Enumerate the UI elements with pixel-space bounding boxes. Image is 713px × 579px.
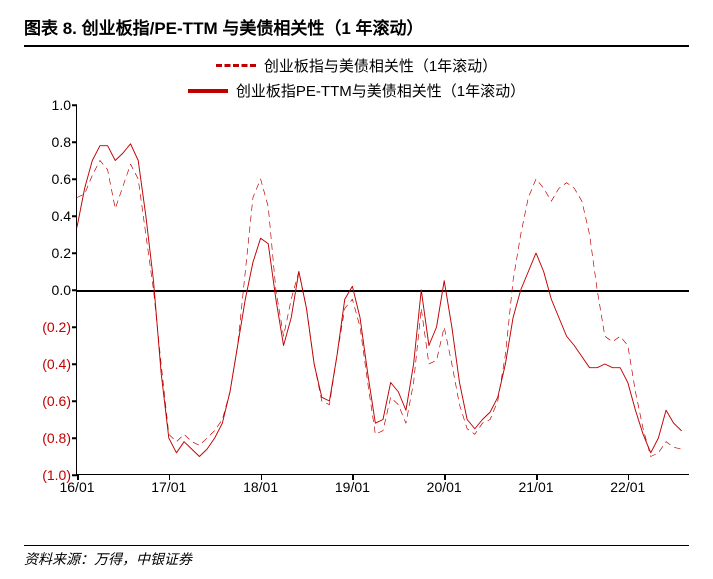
legend-label-solid: 创业板指PE-TTM与美债相关性（1年滚动）: [236, 80, 525, 101]
y-tick-mark: [72, 437, 77, 439]
y-tick-label: 0.0: [25, 282, 71, 298]
series-line-solid: [77, 144, 681, 457]
y-tick-label: 0.2: [25, 245, 71, 261]
x-tick-mark: [261, 475, 263, 480]
y-tick-label: (0.8): [25, 430, 71, 446]
line-series-svg: [77, 105, 689, 475]
y-tick-mark: [72, 252, 77, 254]
legend-item-solid: 创业板指PE-TTM与美债相关性（1年滚动）: [24, 80, 689, 101]
x-tick-mark: [77, 475, 79, 480]
y-tick-mark: [72, 400, 77, 402]
y-tick-label: (1.0): [25, 467, 71, 483]
legend: 创业板指与美债相关性（1年滚动） 创业板指PE-TTM与美债相关性（1年滚动）: [24, 55, 689, 101]
y-tick-mark: [72, 474, 77, 476]
x-tick-label: 17/01: [151, 479, 186, 495]
y-tick-label: (0.6): [25, 393, 71, 409]
x-tick-mark: [444, 475, 446, 480]
y-tick-label: (0.2): [25, 319, 71, 335]
x-tick-label: 18/01: [243, 479, 278, 495]
x-tick-label: 20/01: [427, 479, 462, 495]
legend-label-dashed: 创业板指与美债相关性（1年滚动）: [264, 55, 497, 76]
source-footer: 资料来源：万得，中银证券: [24, 545, 689, 569]
x-tick-mark: [628, 475, 630, 480]
y-tick-mark: [72, 215, 77, 217]
y-tick-label: 0.8: [25, 134, 71, 150]
y-tick-mark: [72, 104, 77, 106]
x-tick-mark: [169, 475, 171, 480]
legend-swatch-dashed: [216, 64, 256, 67]
y-tick-label: 0.4: [25, 208, 71, 224]
x-tick-label: 19/01: [335, 479, 370, 495]
y-tick-mark: [72, 363, 77, 365]
chart-title: 图表 8. 创业板指/PE-TTM 与美债相关性（1 年滚动）: [24, 14, 689, 47]
y-tick-mark: [72, 289, 77, 291]
y-tick-mark: [72, 141, 77, 143]
x-tick-label: 22/01: [610, 479, 645, 495]
y-tick-label: 0.6: [25, 171, 71, 187]
x-tick-mark: [536, 475, 538, 480]
plot-region: 16/0117/0118/0119/0120/0121/0122/01 1.00…: [76, 105, 689, 475]
y-tick-mark: [72, 178, 77, 180]
y-tick-label: (0.4): [25, 356, 71, 372]
y-tick-label: 1.0: [25, 97, 71, 113]
series-line-dashed: [77, 161, 681, 457]
x-tick-label: 21/01: [518, 479, 553, 495]
y-tick-mark: [72, 326, 77, 328]
chart-area: 创业板指与美债相关性（1年滚动） 创业板指PE-TTM与美债相关性（1年滚动） …: [24, 55, 689, 515]
legend-item-dashed: 创业板指与美债相关性（1年滚动）: [24, 55, 689, 76]
legend-swatch-solid: [188, 89, 228, 93]
x-tick-mark: [352, 475, 354, 480]
